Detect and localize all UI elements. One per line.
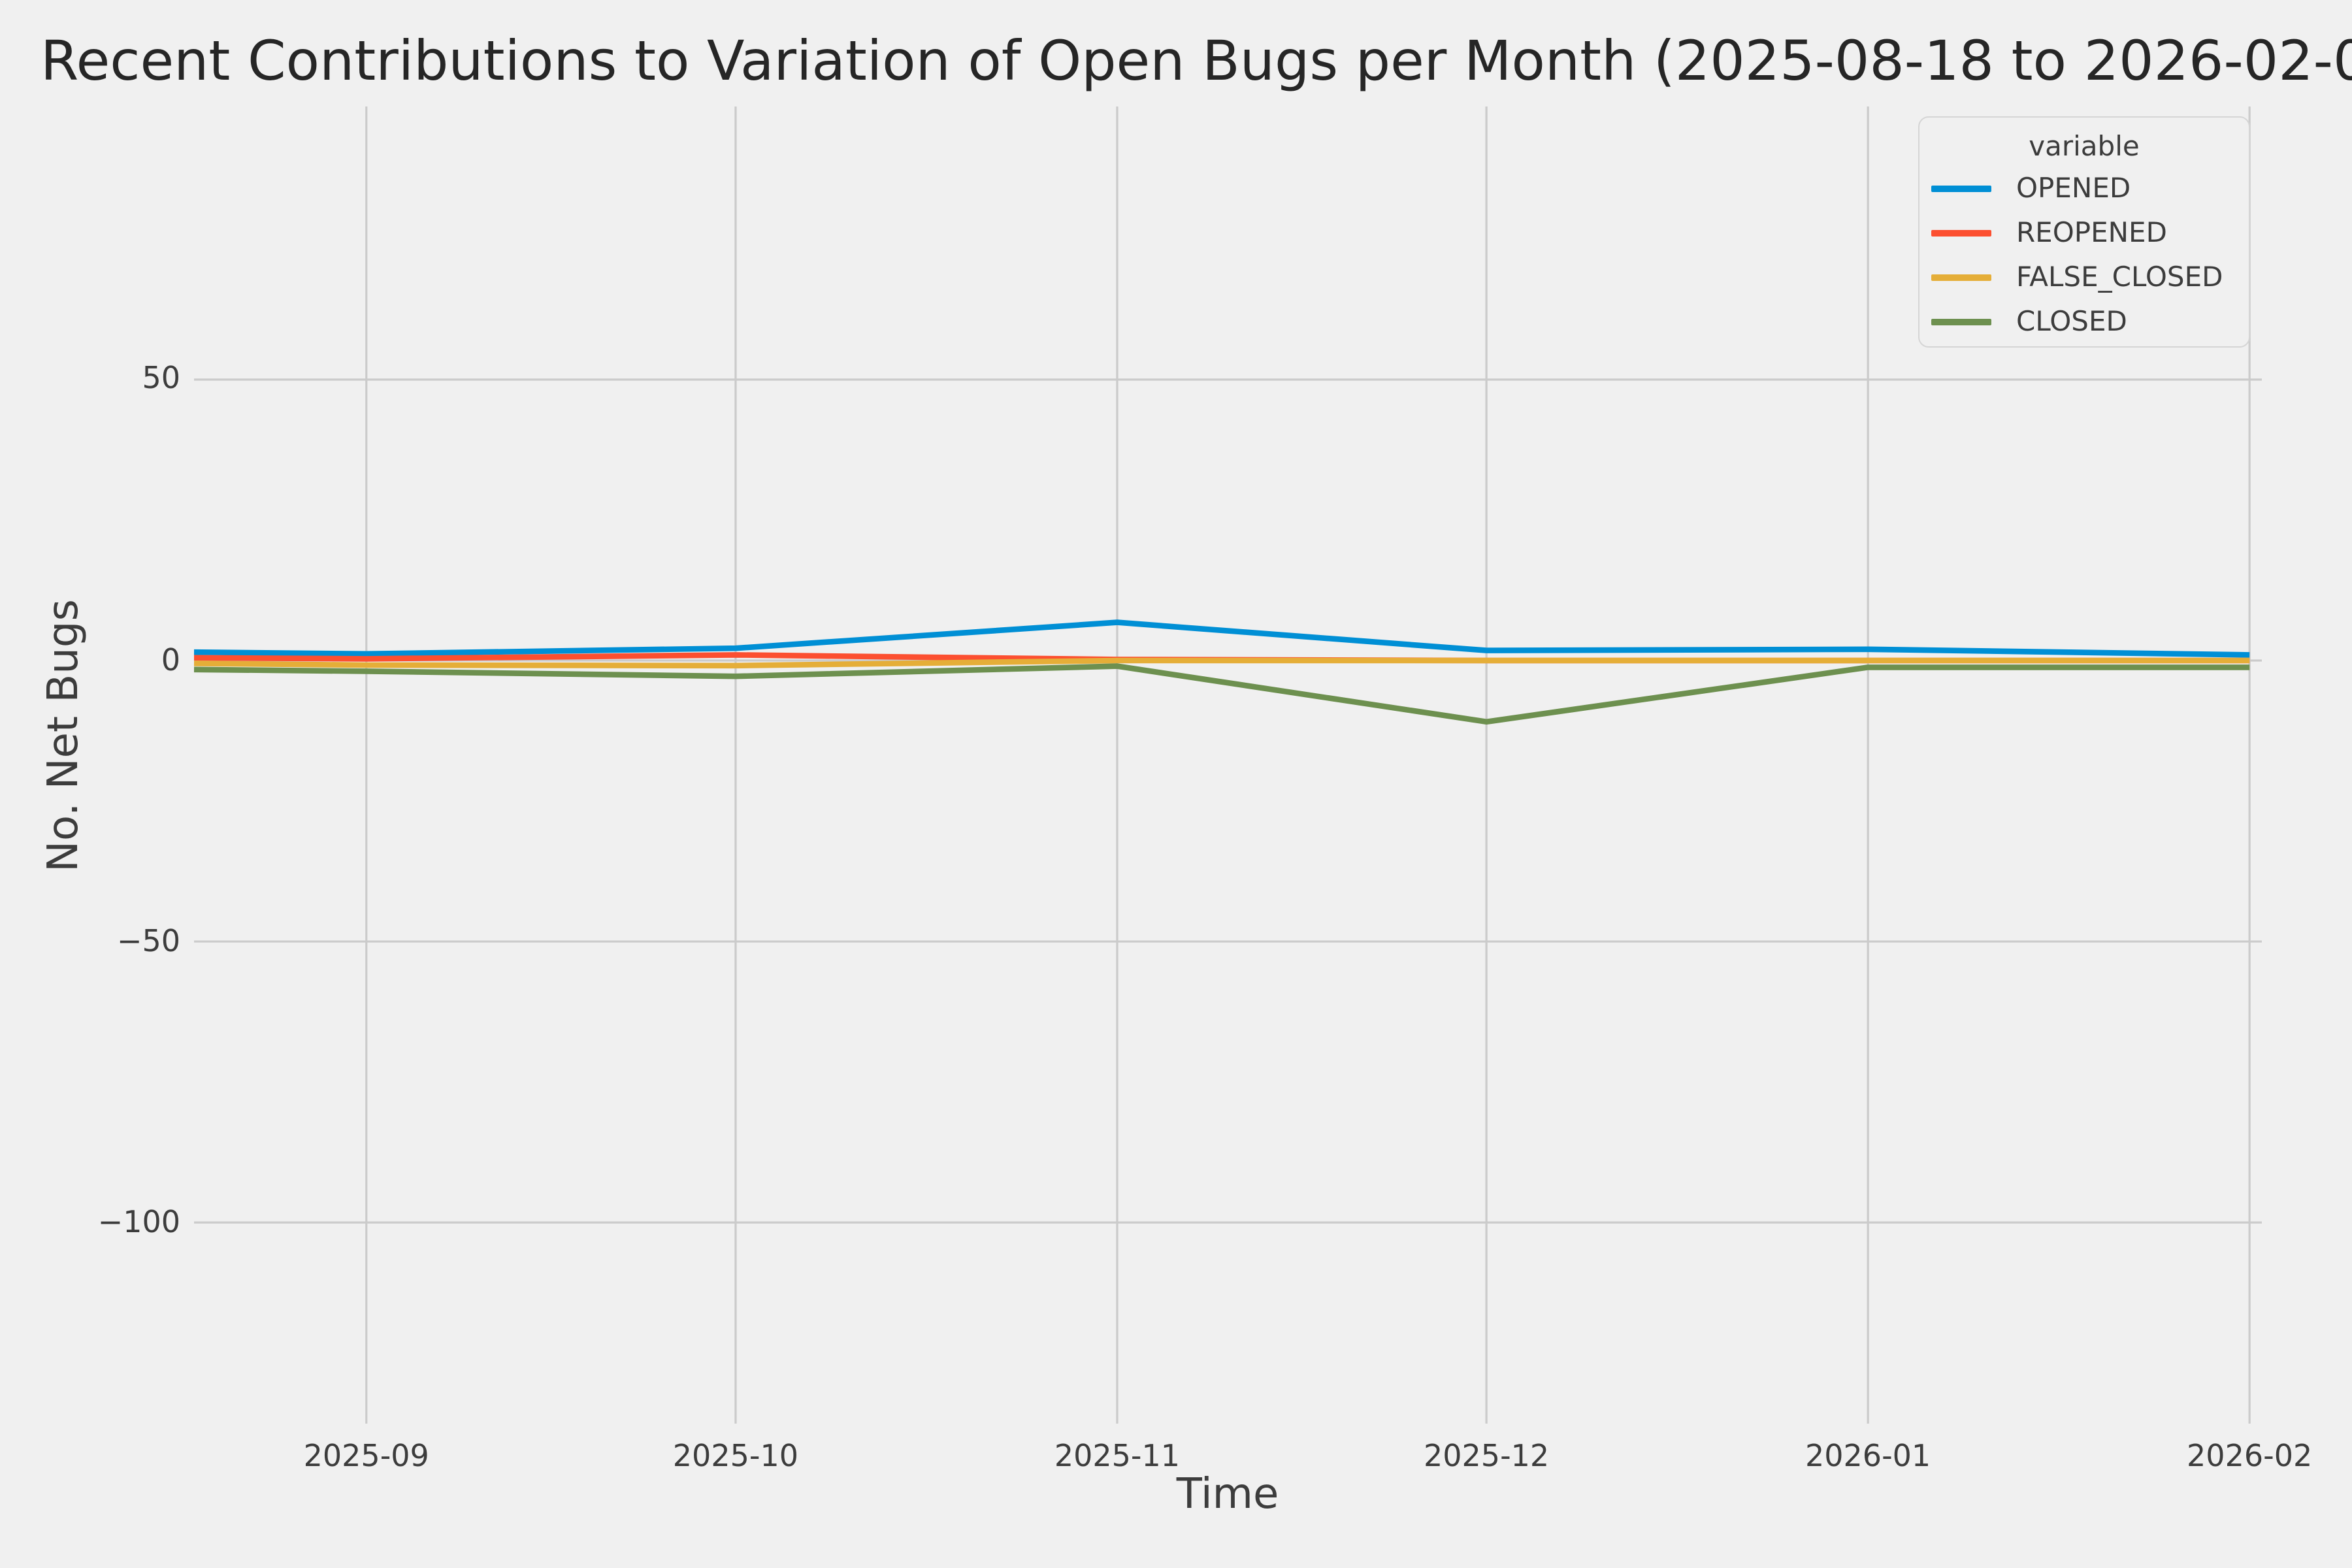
legend-item-false_closed: FALSE_CLOSED bbox=[1919, 255, 2249, 299]
y-tick-label: −100 bbox=[97, 1205, 180, 1240]
chart-title: Recent Contributions to Variation of Ope… bbox=[41, 29, 2352, 93]
legend-label: FALSE_CLOSED bbox=[2016, 261, 2223, 293]
series-lines bbox=[193, 619, 2250, 725]
y-axis-label: No. Net Bugs bbox=[38, 599, 88, 872]
x-tick-label: 2025-11 bbox=[1054, 1440, 1181, 1474]
x-tick-label: 2026-02 bbox=[2187, 1440, 2313, 1474]
x-tick-label: 2025-12 bbox=[1424, 1440, 1550, 1474]
legend-item-reopened: REOPENED bbox=[1919, 210, 2249, 255]
legend-label: OPENED bbox=[2016, 172, 2131, 204]
y-tick-label: −50 bbox=[116, 924, 180, 959]
series-line-closed bbox=[193, 663, 2250, 725]
x-tick-label: 2025-10 bbox=[672, 1440, 798, 1474]
legend-swatch-false_closed bbox=[1931, 274, 1991, 280]
legend-item-opened: OPENED bbox=[1919, 166, 2249, 210]
legend-label: REOPENED bbox=[2016, 217, 2167, 248]
legend-title: variable bbox=[2029, 131, 2140, 162]
x-tick-label: 2026-01 bbox=[1805, 1440, 1931, 1474]
y-tick-label: 0 bbox=[161, 644, 180, 678]
legend-label: CLOSED bbox=[2016, 306, 2127, 337]
series-line-opened bbox=[193, 619, 2250, 658]
legend-swatch-closed bbox=[1931, 318, 1991, 325]
x-axis-label: Time bbox=[1176, 1469, 1279, 1518]
legend-swatch-opened bbox=[1931, 185, 1991, 191]
series-line-false_closed bbox=[193, 657, 2250, 669]
x-tick-label: 2025-09 bbox=[303, 1440, 429, 1474]
legend-rows: OPENED REOPENED FALSE_CLOSED CLOSED bbox=[1919, 166, 2249, 344]
y-tick-label: 50 bbox=[142, 362, 180, 397]
gridlines bbox=[194, 106, 2262, 1424]
legend: variable OPENED REOPENED FALSE_CLOSED CLOSE… bbox=[1918, 116, 2250, 348]
legend-swatch-reopened bbox=[1931, 229, 1991, 236]
legend-item-closed: CLOSED bbox=[1919, 299, 2249, 344]
